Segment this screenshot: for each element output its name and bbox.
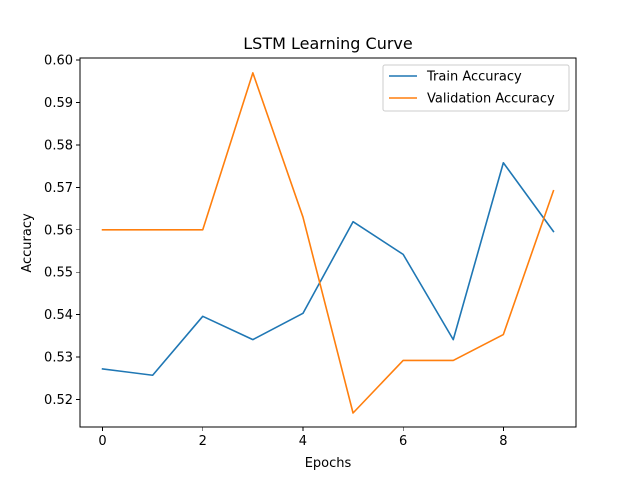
y-tick-label: 0.53 bbox=[44, 351, 73, 366]
y-axis-ticks: 0.52 0.53 0.54 0.55 0.56 0.57 0.58 0.59 0.60 bbox=[44, 54, 80, 408]
y-tick-label: 0.56 bbox=[44, 223, 73, 238]
x-tick-label: 6 bbox=[399, 434, 407, 449]
plot-frame bbox=[79, 57, 577, 428]
series-line-train-accuracy bbox=[101, 161, 555, 377]
y-tick-label: 0.60 bbox=[44, 54, 73, 69]
x-tick-label: 4 bbox=[299, 434, 307, 449]
y-tick-label: 0.57 bbox=[44, 181, 73, 196]
y-tick-label: 0.58 bbox=[44, 138, 73, 153]
y-axis-label: Accuracy bbox=[20, 213, 35, 273]
x-tick-label: 8 bbox=[499, 434, 507, 449]
y-tick-label: 0.54 bbox=[44, 308, 73, 323]
legend: Train Accuracy Validation Accuracy bbox=[382, 64, 570, 112]
legend-label: Validation Accuracy bbox=[427, 92, 555, 107]
chart-title: LSTM Learning Curve bbox=[243, 34, 412, 53]
series-line-validation-accuracy bbox=[101, 72, 555, 414]
x-tick-label: 2 bbox=[199, 434, 207, 449]
x-tick-label: 0 bbox=[98, 434, 106, 449]
legend-box bbox=[382, 64, 570, 112]
plot-area bbox=[79, 57, 577, 428]
series-layer bbox=[101, 72, 555, 414]
x-axis-label: Epochs bbox=[305, 456, 352, 471]
y-tick-label: 0.52 bbox=[44, 393, 73, 408]
x-axis-ticks: 0 2 4 6 8 bbox=[98, 427, 507, 449]
y-tick-label: 0.59 bbox=[44, 96, 73, 111]
legend-label: Train Accuracy bbox=[426, 70, 522, 85]
y-tick-label: 0.55 bbox=[44, 266, 73, 281]
